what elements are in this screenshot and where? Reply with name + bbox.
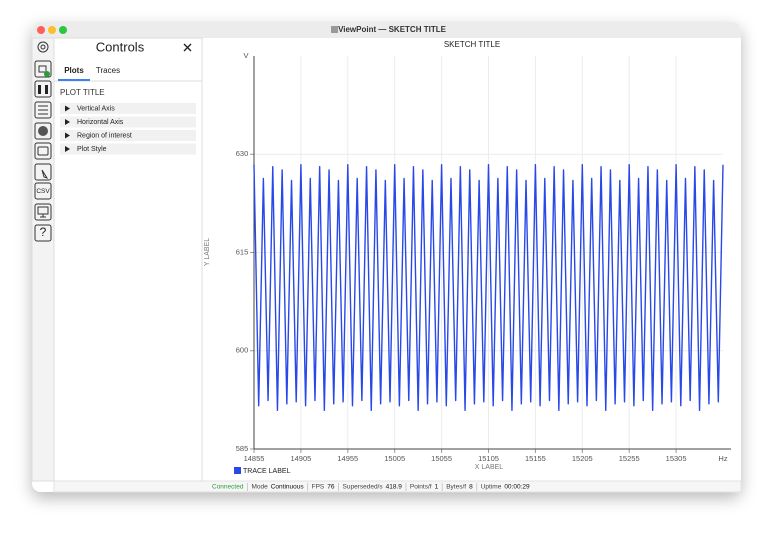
connect-icon[interactable]	[34, 60, 52, 78]
active-tab-indicator	[58, 79, 90, 81]
y-tick-label: 600	[236, 346, 249, 355]
close-button[interactable]	[37, 26, 45, 34]
y-axis-label: Y LABEL	[204, 238, 211, 266]
plot-title-heading: PLOT TITLE	[60, 88, 105, 97]
x-tick-label: 14855	[244, 454, 265, 463]
y-tick-label: 585	[236, 444, 249, 453]
close-controls[interactable]	[183, 43, 192, 52]
status-label: Points/f	[410, 484, 432, 491]
window-title: ViewPoint — SKETCH TITLE	[338, 25, 447, 34]
status-value: 418.9	[386, 484, 403, 491]
x-axis-label: X LABEL	[475, 464, 504, 471]
section-row[interactable]	[60, 143, 196, 155]
status-label: Superseded/s	[343, 484, 384, 491]
y-tick-label: 630	[236, 149, 249, 158]
status-label: Bytes/f	[446, 484, 466, 491]
x-tick-label: 15055	[431, 454, 452, 463]
camera-icon[interactable]	[34, 142, 52, 160]
record-icon[interactable]	[34, 122, 52, 140]
expand-arrow	[65, 146, 70, 152]
csv-button[interactable]	[34, 182, 52, 200]
section-label: Plot Style	[77, 146, 107, 153]
zoom-button[interactable]	[59, 26, 67, 34]
status-connected: Connected	[212, 484, 244, 491]
tab[interactable]: Traces	[96, 66, 120, 75]
x-tick-label: 14955	[337, 454, 358, 463]
x-tick-label: 14905	[290, 454, 311, 463]
pause-bar	[45, 85, 48, 94]
connected-badge	[44, 71, 50, 77]
minimize-button[interactable]	[48, 26, 56, 34]
trace-line	[253, 164, 724, 412]
x-tick-label: 15105	[478, 454, 499, 463]
pause-icon[interactable]	[34, 80, 52, 98]
x-tick-label: 15005	[384, 454, 405, 463]
status-label: Uptime	[481, 484, 502, 491]
status-label: FPS	[312, 484, 325, 491]
chart-title: SKETCH TITLE	[444, 40, 500, 49]
status-value: 76	[327, 484, 335, 491]
tab[interactable]: Plots	[64, 66, 84, 75]
y-tick-label: 615	[236, 247, 249, 256]
expand-arrow	[65, 105, 70, 112]
section-row[interactable]	[60, 116, 196, 128]
title-bar	[32, 22, 741, 38]
cursor-icon[interactable]	[34, 163, 52, 181]
x-tick-label: 15255	[619, 454, 640, 463]
x-tick-label: 15205	[572, 454, 593, 463]
status-value: Continuous	[271, 484, 305, 491]
status-value: 00:00:29	[504, 484, 530, 491]
app-icon	[331, 26, 338, 33]
legend-swatch	[234, 467, 241, 474]
settings-icon[interactable]	[37, 41, 49, 53]
y-unit: V	[243, 51, 248, 60]
x-tick-label: 15155	[525, 454, 546, 463]
help-label: ?	[40, 225, 47, 239]
section-label: Vertical Axis	[77, 106, 115, 113]
record-dot	[38, 126, 48, 136]
section-row[interactable]	[60, 130, 196, 141]
expand-arrow	[65, 132, 70, 139]
status-label: Mode	[251, 484, 268, 491]
expand-arrow	[65, 119, 70, 125]
status-value: 1	[435, 484, 439, 491]
toolbar-icons	[34, 41, 52, 242]
help-button[interactable]	[34, 224, 52, 242]
x-unit: Hz	[718, 454, 727, 463]
display-icon[interactable]	[34, 203, 52, 221]
csv-label: CSV	[36, 188, 50, 195]
sliders-icon[interactable]	[34, 101, 52, 119]
legend-label: TRACE LABEL	[243, 468, 291, 475]
section-label: Region of interest	[77, 133, 132, 140]
status-bar	[53, 480, 742, 493]
section-row[interactable]	[60, 103, 196, 114]
status-value: 8	[469, 484, 473, 491]
section-label: Horizontal Axis	[77, 119, 124, 126]
pause-bar	[38, 85, 41, 94]
controls-title: Controls	[96, 39, 145, 54]
x-tick-label: 15305	[666, 454, 687, 463]
